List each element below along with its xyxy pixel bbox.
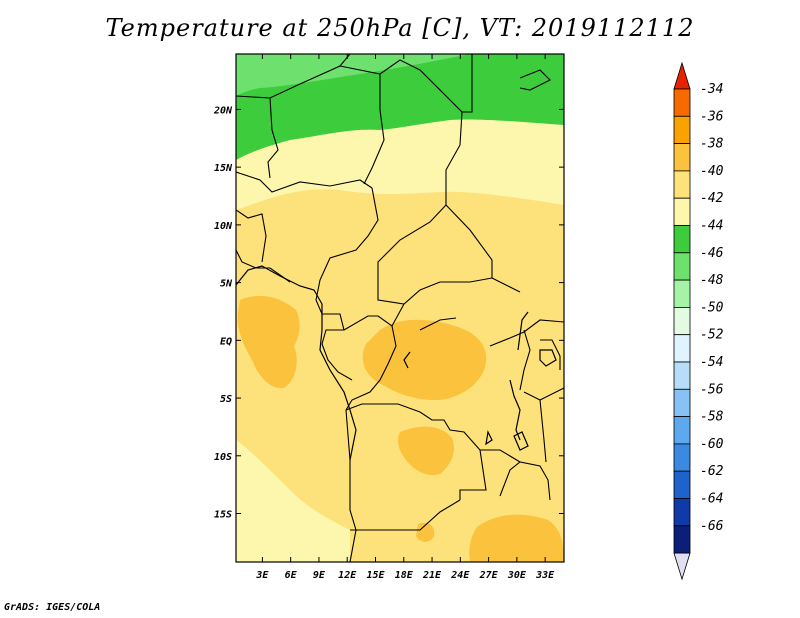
colorbar-box [673, 225, 691, 254]
patch-minus38-40-congo [362, 319, 487, 401]
x-tick-label: 33E [535, 570, 555, 581]
colorbar-label: -36 [700, 109, 724, 124]
y-tick-label: 20N [213, 105, 233, 116]
colorbar-label: -38 [700, 137, 724, 152]
colorbar-box [673, 334, 691, 363]
x-tick-label: 12E [338, 570, 357, 581]
colorbar-box [673, 416, 691, 445]
y-axis: 20N 15N 10N 5N EQ 5S 10S 15S [213, 105, 564, 521]
x-tick-label: 3E [255, 570, 269, 581]
colorbar-box [673, 388, 691, 417]
colorbar-label: -62 [700, 464, 724, 479]
field-minus42-44-southwest [236, 440, 350, 562]
colorbar-label: -40 [700, 164, 724, 179]
colorbar-box [673, 470, 691, 499]
x-axis: 3E 6E 9E 12E 15E 18E 21E 24E 27E 30E 33E [255, 54, 555, 581]
colorbar-box [673, 170, 691, 199]
x-tick-label: 24E [450, 570, 470, 581]
coastlines [236, 265, 557, 461]
x-tick-label: 15E [366, 570, 385, 581]
field-minus46-48 [236, 54, 470, 96]
grads-credit: GrADS: IGES/COLA [4, 602, 101, 613]
x-tick-label: 21E [422, 570, 442, 581]
patch-minus38-40-southeast [469, 514, 564, 562]
x-tick-label: 30E [507, 570, 527, 581]
colorbar-label: -64 [700, 492, 723, 507]
colorbar-box [673, 143, 691, 172]
colorbar-bottom-triangle [673, 552, 691, 581]
patch-minus38-40-gulf [237, 295, 300, 389]
colorbar: -34 -36 -38 -40 -42 -44 -46 -48 -50 -52 -54 -56 -58 -… [673, 61, 724, 581]
colorbar-label: -52 [700, 328, 724, 343]
colorbar-label: -42 [700, 191, 724, 206]
colorbar-label: -56 [700, 382, 724, 397]
colorbar-label: -46 [700, 246, 724, 261]
y-tick-label: 10N [214, 221, 233, 232]
y-tick-label: EQ [220, 336, 232, 347]
x-tick-label: 9E [313, 570, 326, 581]
colorbar-label: -66 [700, 519, 724, 534]
colorbar-box [673, 115, 691, 145]
colorbar-label: -60 [700, 437, 724, 452]
colorbar-label: -50 [700, 300, 724, 315]
colorbar-top-triangle [673, 61, 691, 90]
colorbar-box [673, 252, 691, 281]
plot-frame [235, 53, 565, 563]
y-tick-label: 5N [220, 279, 233, 290]
y-tick-label: 15N [214, 163, 233, 174]
colorbar-label: -34 [700, 82, 723, 97]
colorbar-label: -54 [700, 355, 723, 370]
colorbar-label: -48 [700, 273, 724, 288]
colorbar-box [673, 306, 691, 336]
patch-minus38-40-small [416, 522, 435, 542]
x-tick-label: 18E [395, 570, 414, 581]
y-tick-label: 10S [214, 452, 232, 463]
colorbar-box [673, 197, 691, 226]
x-tick-label: 27E [479, 570, 499, 581]
x-tick-label: 6E [285, 570, 298, 581]
y-tick-label: 15S [214, 510, 232, 521]
country-borders [236, 54, 564, 562]
colorbar-label: -44 [700, 219, 723, 234]
colorbar-box [673, 525, 691, 554]
colorbar-label: -58 [700, 410, 724, 425]
colorbar-box [673, 279, 691, 308]
patch-minus38-40-angola [398, 426, 455, 476]
colorbar-box [673, 88, 691, 117]
colorbar-box [673, 443, 691, 472]
y-tick-label: 5S [220, 394, 232, 405]
colorbar-box [673, 361, 691, 390]
temperature-field [236, 54, 564, 562]
chart-title: Temperature at 250hPa [C], VT: 201911211… [105, 14, 695, 42]
colorbar-box [673, 498, 691, 527]
